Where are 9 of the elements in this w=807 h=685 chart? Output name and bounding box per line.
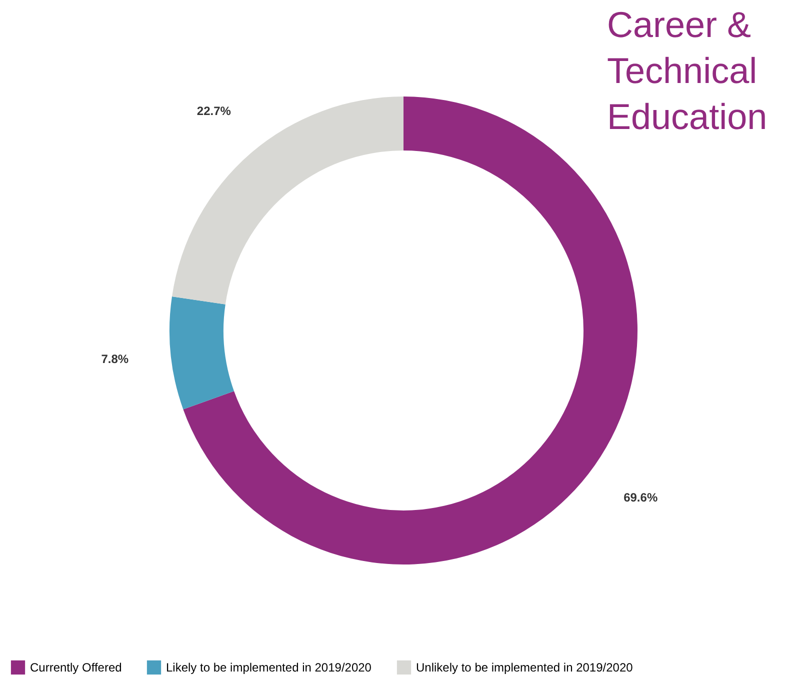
data-label: 7.8% bbox=[101, 352, 129, 366]
donut-slice bbox=[170, 296, 234, 410]
legend-label: Unlikely to be implemented in 2019/2020 bbox=[416, 660, 634, 674]
legend-label: Likely to be implemented in 2019/2020 bbox=[166, 660, 372, 674]
data-label: 69.6% bbox=[624, 490, 658, 504]
legend-label: Currently Offered bbox=[30, 660, 122, 674]
chart-title: Career & Technical Education bbox=[607, 3, 768, 139]
data-label: 22.7% bbox=[196, 104, 232, 118]
donut-slice bbox=[172, 96, 404, 304]
